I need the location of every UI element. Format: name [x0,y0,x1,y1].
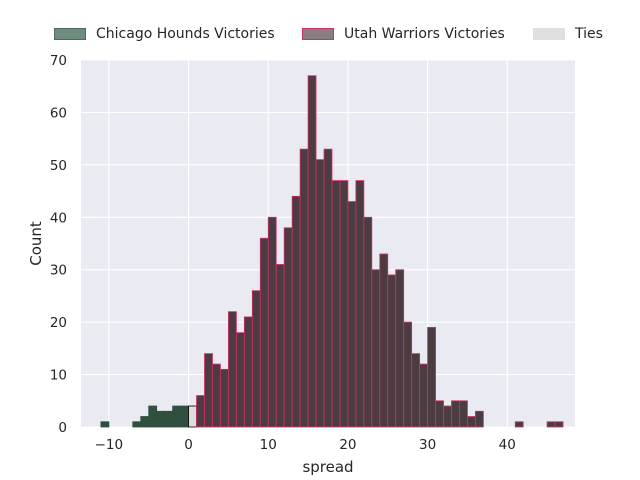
bar-series-2 [204,353,213,428]
bar-series-2 [451,400,460,428]
y-tick-label: 10 [50,368,67,384]
bar-series-2 [427,326,436,428]
bar-series-2 [259,237,269,428]
y-tick-label: 50 [50,158,67,174]
bar-series-2 [220,368,229,428]
bar-series-2 [291,195,301,428]
bar-series-2 [299,148,309,428]
bar-series-2 [395,269,405,428]
bar-series-2 [467,416,476,428]
legend-swatch-chicago [54,28,86,40]
bar-series-2 [212,363,221,428]
x-axis-label: spread [302,458,353,476]
x-tick-label: 0 [184,437,193,453]
bar-series-2 [283,227,293,428]
bar-series-2 [411,353,421,428]
x-tick-label: 10 [260,437,277,453]
y-tick-label: 20 [50,315,67,331]
bar-series-2 [443,405,452,428]
bar-series-2 [251,290,261,428]
bar-series-2 [347,201,357,428]
bar-series-2 [307,75,317,428]
legend-item-utah: Utah Warriors Victories [302,26,505,42]
bar-series-2 [554,421,564,428]
x-tick-label: 30 [419,437,436,453]
legend-label-chicago: Chicago Hounds Victories [96,26,275,42]
x-tick-label: −10 [95,437,124,453]
bar-series-2 [331,180,341,428]
bar-series-0 [172,405,181,428]
bar-series-0 [156,410,166,428]
bar-series-0 [164,410,174,428]
legend-label-utah: Utah Warriors Victories [344,26,505,42]
bar-series-2 [459,400,468,428]
bar-series-2 [371,269,381,428]
bar-series-2 [475,410,484,428]
bar-series-0 [132,421,142,428]
bar-series-2 [315,159,325,428]
bar-series-2 [267,216,277,428]
bar-series-2 [196,395,205,428]
x-tick-label: 40 [499,437,516,453]
bar-series-2 [379,253,389,428]
bar-series-2 [403,321,413,428]
bar-series-2 [228,311,237,428]
legend-item-ties: Ties [533,26,603,42]
bar-series-2 [339,180,349,428]
bar-series-2 [546,421,556,428]
y-tick-label: 0 [58,420,67,436]
legend-swatch-utah [302,28,334,40]
bar-series-2 [435,400,444,428]
x-tick-label: 20 [339,437,356,453]
bar-series-2 [387,274,397,428]
bar-series-2 [355,180,365,428]
bar-series-2 [275,264,285,428]
bar-series-0 [100,421,110,428]
bar-series-2 [514,421,524,428]
bar-series-2 [419,363,428,428]
bar-series-0 [148,405,158,428]
legend-item-chicago: Chicago Hounds Victories [54,26,275,42]
bar-series-1 [188,405,197,428]
y-tick-label: 30 [50,263,67,279]
y-tick-label: 60 [50,105,67,121]
bar-series-2 [363,216,373,428]
bar-series-0 [180,405,189,428]
bar-series-2 [323,148,333,428]
legend-label-ties: Ties [575,26,603,42]
bar-series-0 [140,416,150,428]
y-tick-label: 70 [50,53,67,69]
legend: Chicago Hounds Victories Utah Warriors V… [0,26,640,46]
legend-swatch-ties [533,28,565,40]
histogram-bars [100,75,564,428]
tick-labels: 0 10 20 30 40 50 60 70 −10 0 10 20 30 40 [50,53,516,453]
y-axis-label: Count [27,221,45,266]
y-tick-label: 40 [50,210,67,226]
bar-series-2 [243,316,253,428]
bar-series-2 [235,332,245,428]
